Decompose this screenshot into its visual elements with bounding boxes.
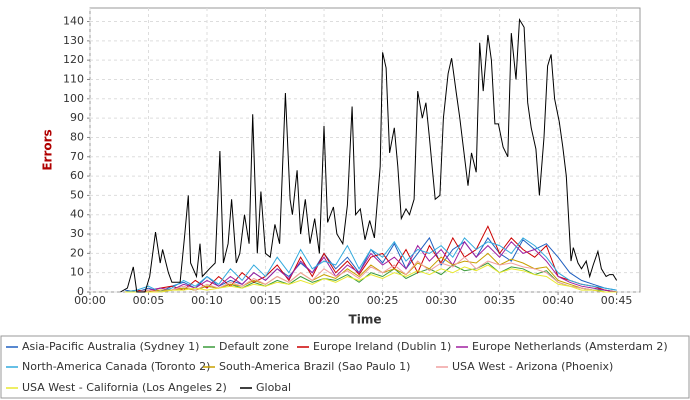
legend-label: USA West - Arizona (Phoenix) <box>452 360 613 373</box>
y-tick-label: 70 <box>70 150 84 163</box>
x-tick-label: 00:00 <box>74 294 106 307</box>
y-tick-label: 20 <box>70 246 84 259</box>
series-line <box>125 225 617 293</box>
x-tick-label: 00:35 <box>484 294 516 307</box>
x-tick-label: 00:15 <box>250 294 282 307</box>
series-line <box>120 17 618 293</box>
y-tick-label: 120 <box>63 53 84 66</box>
series-line <box>125 256 617 293</box>
series-line <box>125 264 617 293</box>
x-tick-label: 00:25 <box>367 294 399 307</box>
x-tick-label: 00:05 <box>133 294 165 307</box>
y-tick-label: 90 <box>70 111 84 124</box>
plot-area <box>89 7 641 293</box>
legend-label: Europe Ireland (Dublin 1) <box>313 340 451 353</box>
y-tick-label: 0 <box>77 285 84 298</box>
legend-label: USA West - California (Los Angeles 2) <box>22 381 227 394</box>
y-tick-label: 100 <box>63 92 84 105</box>
legend-label: South-America Brazil (Sao Paulo 1) <box>219 360 410 373</box>
legend-label: Asia-Pacific Australia (Sydney 1) <box>22 340 199 353</box>
x-axis-label: Time <box>349 313 382 327</box>
y-tick-label: 130 <box>63 34 84 47</box>
legend-label: Global <box>256 381 291 394</box>
y-tick-label: 80 <box>70 130 84 143</box>
x-tick-label: 00:40 <box>542 294 574 307</box>
series-line <box>125 237 617 293</box>
x-tick-label: 00:10 <box>191 294 223 307</box>
y-tick-label: 50 <box>70 188 84 201</box>
legend-label: North-America Canada (Toronto 2) <box>22 360 210 373</box>
y-tick-label: 60 <box>70 169 84 182</box>
y-tick-label: 40 <box>70 208 84 221</box>
y-tick-label: 140 <box>63 15 84 28</box>
y-tick-label: 30 <box>70 227 84 240</box>
x-tick-label: 00:20 <box>308 294 340 307</box>
legend-label: Default zone <box>219 340 289 353</box>
y-tick-label: 10 <box>70 266 84 279</box>
y-axis-label: Errors <box>41 129 55 170</box>
x-tick-label: 00:45 <box>601 294 633 307</box>
x-tick-label: 00:30 <box>425 294 457 307</box>
legend-label: Europe Netherlands (Amsterdam 2) <box>472 340 668 353</box>
series-line <box>125 240 617 293</box>
legend <box>0 335 690 399</box>
y-tick-label: 110 <box>63 72 84 85</box>
